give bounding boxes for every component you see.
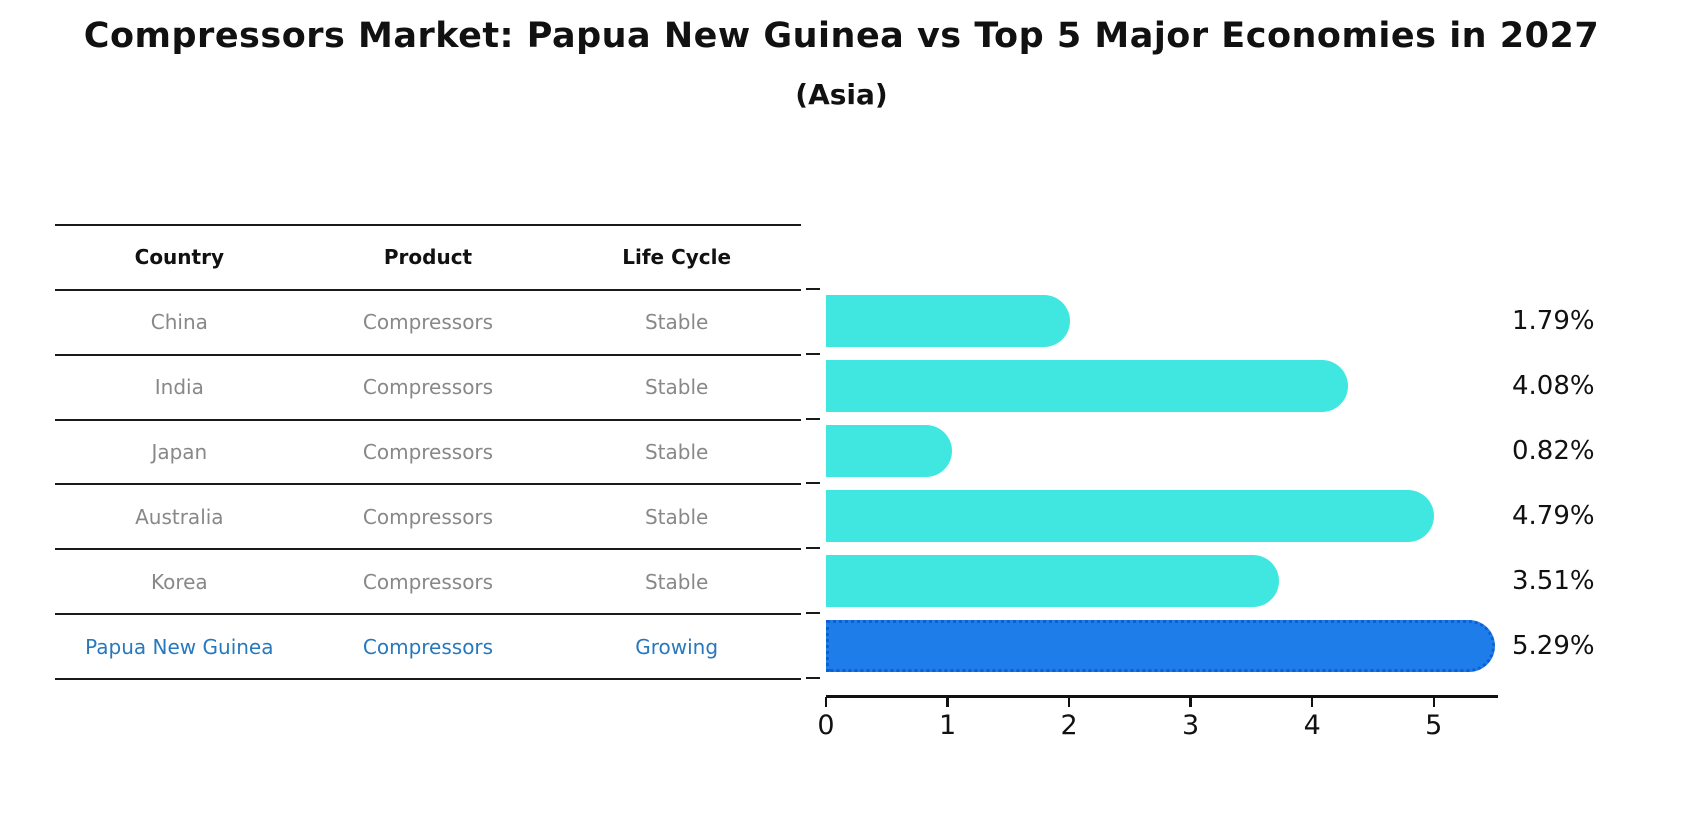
value-label-korea: 3.51% <box>1512 565 1595 596</box>
x-tick-label-1: 1 <box>938 710 957 741</box>
cell-country: Japan <box>151 440 208 464</box>
chart-title: Compressors Market: Papua New Guinea vs … <box>83 16 1600 56</box>
table-header-row: Country Product Life Cycle <box>55 226 801 291</box>
bar-china <box>826 295 1070 348</box>
value-label-japan: 0.82% <box>1512 436 1595 466</box>
bar-australia <box>826 489 1435 542</box>
bar-japan <box>826 425 952 477</box>
cell-product: Compressors <box>362 634 494 659</box>
x-tick-3 <box>1189 697 1192 707</box>
cell-life-cycle: Stable <box>644 569 709 594</box>
x-tick-0 <box>824 697 828 707</box>
cell-product: Compressors <box>362 569 494 594</box>
value-label-papua-new-guinea: 5.29% <box>1512 630 1595 661</box>
bar-korea <box>826 554 1279 607</box>
column-header-life-cycle: Life Cycle <box>622 245 732 270</box>
cell-product: Compressors <box>362 440 494 464</box>
y-tick-1 <box>806 352 820 355</box>
x-tick-label-5: 5 <box>1425 710 1443 741</box>
x-tick-2 <box>1067 697 1071 707</box>
column-header-product: Product <box>383 245 473 270</box>
y-tick-4 <box>806 547 820 550</box>
bar-india <box>826 360 1348 413</box>
column-header-country: Country <box>134 245 224 270</box>
table-row-australia: Australia Compressors Stable <box>55 485 801 551</box>
table-row-india: India Compressors Stable <box>55 356 801 421</box>
x-tick-4 <box>1310 697 1314 707</box>
cell-product: Compressors <box>362 375 494 400</box>
cell-life-cycle: Stable <box>644 440 709 464</box>
x-tick-label-4: 4 <box>1303 710 1321 741</box>
cell-country: India <box>154 375 204 400</box>
bar-papua-new-guinea <box>826 619 1495 672</box>
x-tick-5 <box>1432 697 1435 707</box>
cell-product: Compressors <box>362 310 494 335</box>
y-tick-0 <box>806 287 820 290</box>
chart-subtitle: (Asia) <box>795 78 888 111</box>
cell-country: Korea <box>150 569 208 594</box>
table-row-papua-new-guinea: Papua New Guinea Compressors Growing <box>55 615 801 681</box>
cell-product: Compressors <box>362 504 494 529</box>
cell-life-cycle: Growing <box>635 634 719 659</box>
x-tick-label-0: 0 <box>817 710 835 741</box>
x-tick-1 <box>946 697 949 707</box>
x-axis-line <box>826 695 1498 698</box>
table-row-china: China Compressors Stable <box>55 291 801 356</box>
cell-life-cycle: Stable <box>644 504 709 529</box>
table-row-korea: Korea Compressors Stable <box>55 550 801 616</box>
y-tick-6 <box>806 677 820 680</box>
table-body: China Compressors Stable India Compressors St… <box>55 291 801 681</box>
x-tick-label-3: 3 <box>1182 710 1200 741</box>
cell-country: Papua New Guinea <box>85 634 274 659</box>
cell-country: Australia <box>135 504 224 529</box>
cell-life-cycle: Stable <box>644 375 709 400</box>
x-tick-label-2: 2 <box>1060 710 1078 741</box>
value-label-china: 1.79% <box>1512 306 1595 337</box>
y-tick-5 <box>806 612 820 615</box>
cell-country: China <box>150 310 208 335</box>
y-tick-3 <box>806 482 820 485</box>
table-row-japan: Japan Compressors Stable <box>55 421 801 486</box>
y-tick-2 <box>806 417 820 420</box>
value-label-australia: 4.79% <box>1512 500 1595 531</box>
cell-life-cycle: Stable <box>644 310 709 335</box>
country-table: Country Product Life Cycle China Compress… <box>55 224 801 681</box>
value-label-india: 4.08% <box>1512 371 1595 402</box>
